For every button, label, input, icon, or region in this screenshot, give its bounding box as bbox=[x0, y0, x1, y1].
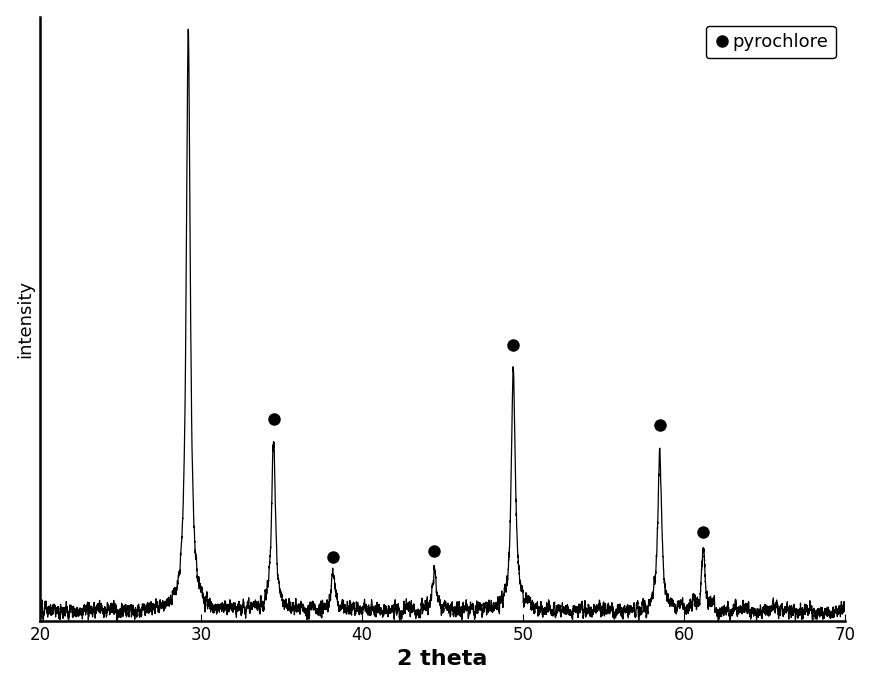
Y-axis label: intensity: intensity bbox=[17, 280, 35, 358]
Legend: pyrochlore: pyrochlore bbox=[705, 25, 835, 58]
X-axis label: 2 theta: 2 theta bbox=[398, 650, 487, 670]
